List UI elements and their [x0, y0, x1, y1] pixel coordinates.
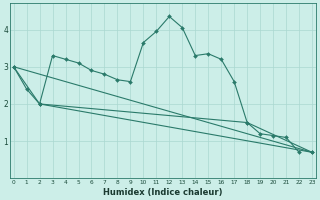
- X-axis label: Humidex (Indice chaleur): Humidex (Indice chaleur): [103, 188, 223, 197]
